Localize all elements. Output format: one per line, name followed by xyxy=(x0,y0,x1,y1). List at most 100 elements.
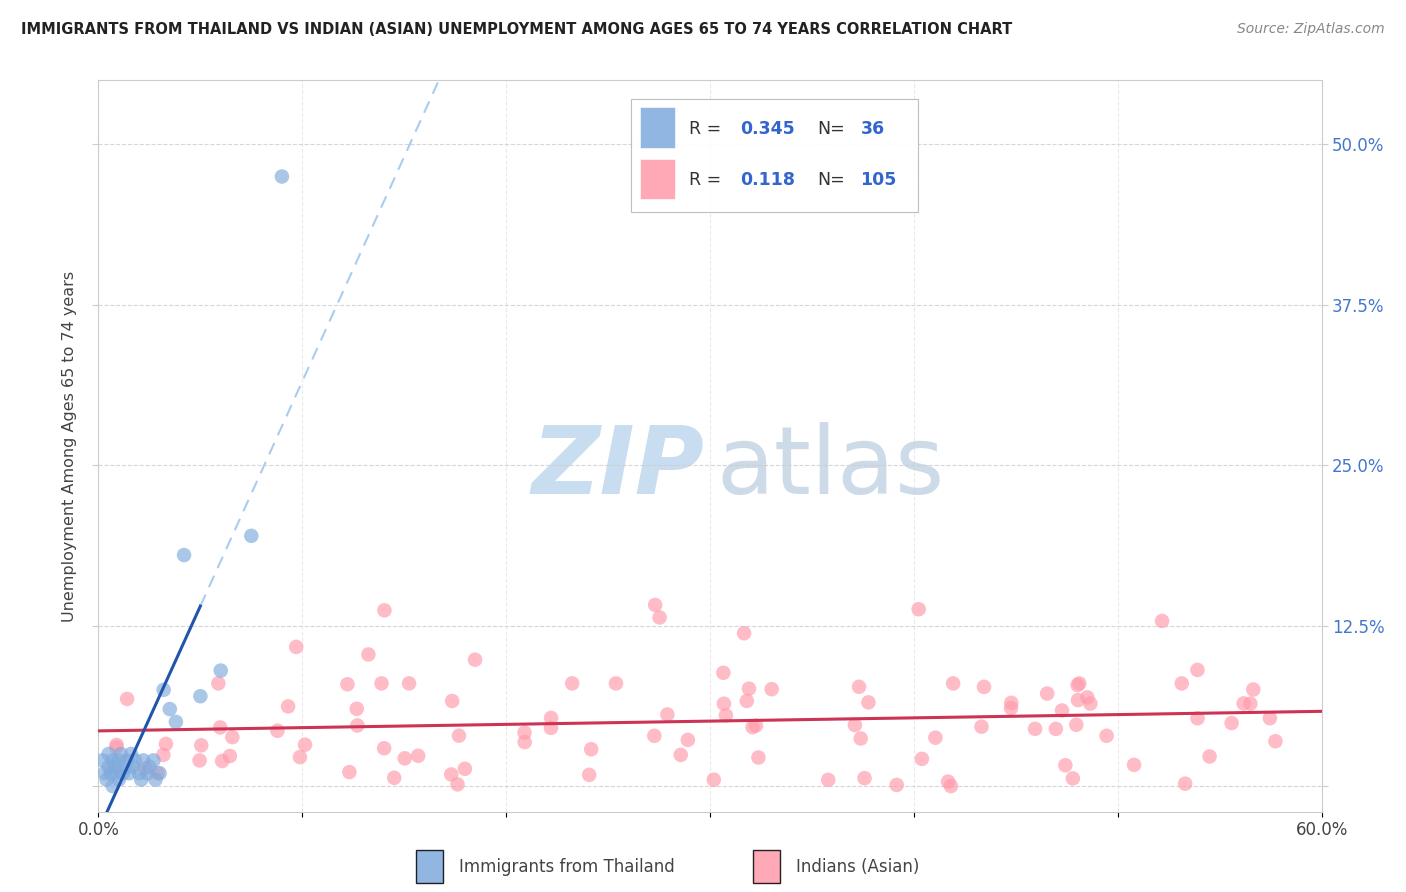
FancyBboxPatch shape xyxy=(640,159,675,199)
Point xyxy=(513,735,536,749)
Point xyxy=(1066,718,1088,732)
Point xyxy=(134,762,156,776)
Point xyxy=(1187,711,1209,725)
Point xyxy=(540,711,562,725)
Point xyxy=(118,766,141,780)
Point xyxy=(1220,716,1243,731)
Point xyxy=(848,680,870,694)
Point xyxy=(240,529,263,543)
Point xyxy=(1264,734,1286,748)
Point xyxy=(277,699,299,714)
Y-axis label: Unemployment Among Ages 65 to 74 years: Unemployment Among Ages 65 to 74 years xyxy=(62,270,77,622)
Text: 0.118: 0.118 xyxy=(741,171,796,189)
Point xyxy=(853,771,876,785)
Point xyxy=(104,760,127,774)
Point xyxy=(101,753,124,767)
Point xyxy=(513,725,536,739)
Point xyxy=(886,778,908,792)
Point xyxy=(373,741,395,756)
Point xyxy=(294,738,316,752)
Point xyxy=(643,729,665,743)
Point xyxy=(1233,697,1256,711)
Point xyxy=(122,760,145,774)
Point xyxy=(1024,722,1046,736)
Point xyxy=(446,777,468,791)
Point xyxy=(561,676,583,690)
Point xyxy=(1174,777,1197,791)
Point xyxy=(973,680,995,694)
Point xyxy=(1036,686,1059,700)
Point xyxy=(159,702,181,716)
Point xyxy=(108,772,131,787)
Point xyxy=(209,664,232,678)
Point xyxy=(1241,682,1264,697)
Point xyxy=(714,708,737,723)
Point xyxy=(165,714,187,729)
Point xyxy=(152,682,174,697)
Point xyxy=(285,640,308,654)
Point xyxy=(1080,697,1102,711)
Point xyxy=(579,742,602,756)
Text: Immigrants from Thailand: Immigrants from Thailand xyxy=(460,857,675,876)
Point xyxy=(907,602,929,616)
Point xyxy=(336,677,359,691)
Point xyxy=(1198,749,1220,764)
Point xyxy=(1054,758,1077,772)
Point xyxy=(1050,704,1073,718)
Text: R =: R = xyxy=(689,120,727,138)
Point xyxy=(942,676,965,690)
Text: 105: 105 xyxy=(860,171,897,189)
Point xyxy=(142,753,165,767)
Text: Indians (Asian): Indians (Asian) xyxy=(796,857,920,876)
Point xyxy=(1239,697,1261,711)
Point xyxy=(115,692,138,706)
Point xyxy=(149,766,172,780)
Text: N=: N= xyxy=(818,171,845,189)
Point xyxy=(1171,676,1194,690)
Point xyxy=(644,598,666,612)
Point xyxy=(111,766,134,780)
Point xyxy=(676,732,699,747)
Point xyxy=(844,718,866,732)
Point xyxy=(858,695,880,709)
Text: IMMIGRANTS FROM THAILAND VS INDIAN (ASIAN) UNEMPLOYMENT AMONG AGES 65 TO 74 YEAR: IMMIGRANTS FROM THAILAND VS INDIAN (ASIA… xyxy=(21,22,1012,37)
Point xyxy=(266,723,288,738)
Point xyxy=(270,169,294,184)
Point xyxy=(441,694,464,708)
Point xyxy=(120,747,142,761)
Point xyxy=(939,779,962,793)
Point xyxy=(1095,729,1118,743)
Point xyxy=(114,760,136,774)
Point xyxy=(738,681,761,696)
Point xyxy=(138,760,160,774)
Point xyxy=(817,772,839,787)
Point xyxy=(221,730,243,744)
Point xyxy=(207,676,229,690)
Point xyxy=(129,772,152,787)
Point xyxy=(849,731,872,746)
Text: 36: 36 xyxy=(860,120,884,138)
Point xyxy=(100,766,122,780)
Point xyxy=(454,762,477,776)
Point xyxy=(96,772,118,787)
Point xyxy=(97,760,120,774)
FancyBboxPatch shape xyxy=(416,850,443,883)
Point xyxy=(1187,663,1209,677)
Point xyxy=(357,648,380,662)
Point xyxy=(173,548,195,562)
Point xyxy=(152,747,174,762)
Point xyxy=(190,739,212,753)
Text: atlas: atlas xyxy=(716,422,945,514)
Point xyxy=(209,721,232,735)
Point xyxy=(1069,676,1091,690)
Point xyxy=(211,754,233,768)
Text: N=: N= xyxy=(818,120,845,138)
Point xyxy=(1123,757,1146,772)
Point xyxy=(370,676,392,690)
Point xyxy=(97,747,120,761)
Text: 0.345: 0.345 xyxy=(741,120,796,138)
Point xyxy=(110,747,132,761)
Point xyxy=(136,766,159,780)
Point xyxy=(406,748,429,763)
Point xyxy=(747,750,769,764)
